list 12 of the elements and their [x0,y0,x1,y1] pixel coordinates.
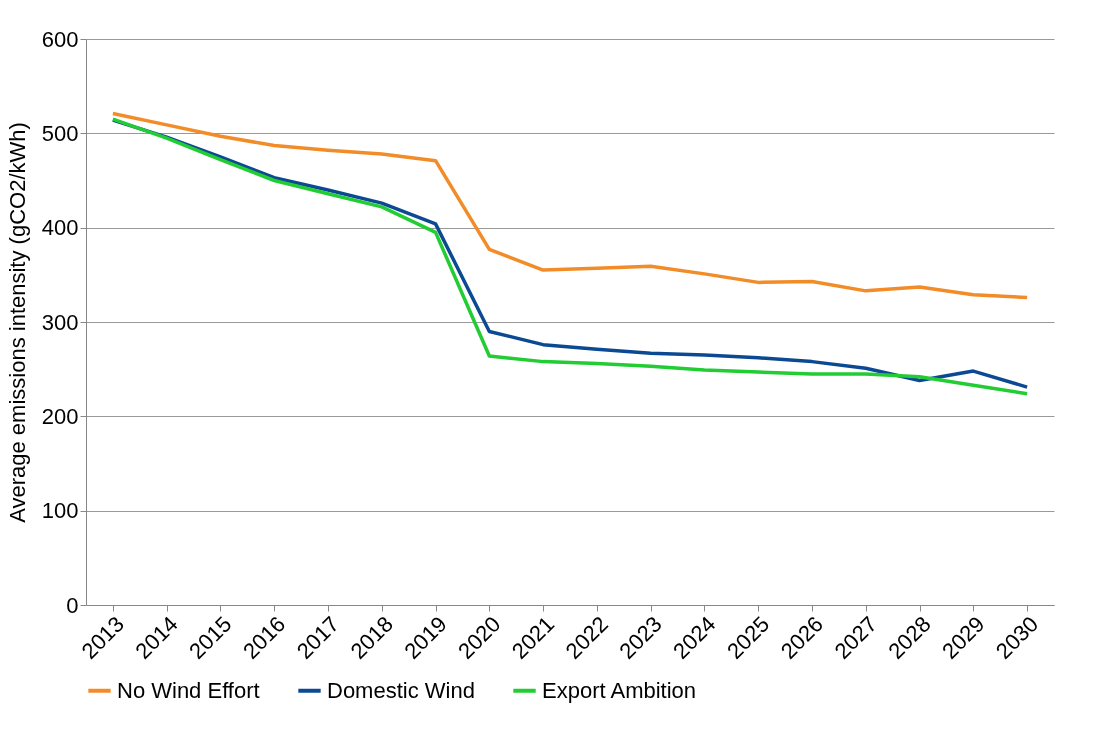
y-tick-label: 0 [66,592,79,618]
y-tick-label: 500 [41,120,79,146]
y-tick-label: 300 [41,309,79,335]
legend-label: Export Ambition [542,677,697,703]
legend-label: Domestic Wind [327,677,475,703]
line-series [111,111,1029,300]
y-tick-label: 400 [41,215,79,241]
y-axis-title: Average emissions intensity (gCO2/kWh) [4,122,30,523]
y-tick-label: 100 [41,498,79,524]
legend-label: No Wind Effort [117,677,260,703]
y-tick-label: 200 [41,403,79,429]
y-tick-label: 600 [41,26,79,52]
